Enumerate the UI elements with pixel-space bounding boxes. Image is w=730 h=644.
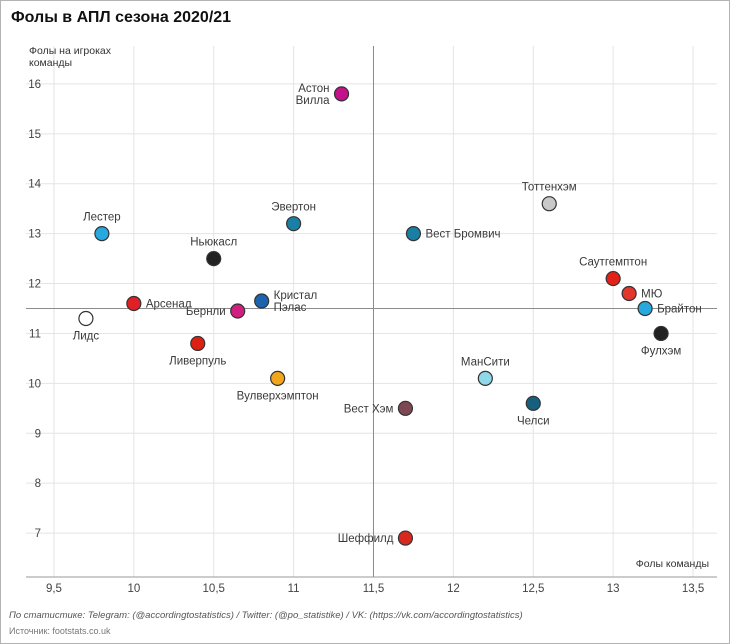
data-point-label-line: Лидс [73,330,100,342]
data-point-label-line: МанСити [461,356,510,368]
x-tick-label: 9,5 [46,583,62,595]
data-point-label: Вулверхэмптон [237,390,319,402]
data-point-dot [333,86,350,102]
data-point-label-line: Арсенал [146,299,192,311]
data-point-dot [270,370,286,386]
data-point-dot [254,293,270,309]
data-point-label: МанСити [461,356,510,368]
data-point-label-line: Астон [298,83,329,95]
data-point-dot [605,270,621,287]
data-point-label: Эвертон [271,202,316,214]
data-point-label-line: Брайтон [657,304,702,316]
data-point-dot [94,226,110,242]
y-tick-label: 14 [28,179,41,191]
y-tick-label: 10 [28,378,41,390]
data-point-label: Брайтон [657,304,702,316]
data-point-dot [190,335,206,352]
y-tick-label: 11 [29,328,41,340]
data-point-label-line: МЮ [641,289,663,301]
y-tick-label: 15 [28,129,41,141]
data-point-label-line: Шеффилд [338,533,394,545]
data-point-label: Вест Бромвич [425,229,500,241]
data-point-label: Лидс [73,330,100,342]
data-point-label-line: Пэлас [274,302,307,314]
y-tick-label: 13 [28,229,41,241]
data-point-label-line: Кристал [274,290,318,302]
data-point-label-line: Эвертон [271,202,316,214]
data-point-label-line: Саутгемптон [579,257,647,269]
x-tick-label: 13 [607,583,620,595]
data-point-label: Вест Хэм [344,403,394,415]
data-point-dot [78,310,94,327]
data-point-label: Лестер [83,212,121,224]
y-tick-label: 8 [35,478,41,490]
data-point-label: Саутгемптон [579,257,647,269]
data-point-label-line: Ливерпуль [169,355,226,367]
y-axis-label: Фолы на игроках команды [29,45,111,69]
data-point-label: Ливерпуль [169,355,226,367]
chart-title: Фолы в АПЛ сезона 2020/21 [11,9,232,26]
data-point-dot [621,285,637,302]
y-tick-label: 12 [28,279,41,291]
data-point-label-line: Ньюкасл [190,237,237,249]
x-tick-label: 12,5 [522,583,544,595]
x-axis-label: Фолы команды [635,558,709,570]
x-tick-label: 11,5 [363,583,385,595]
y-tick-label: 7 [35,528,41,540]
data-point-dot [525,395,541,411]
y-tick-label: 16 [28,79,41,91]
data-point-label: Арсенал [146,299,192,311]
data-point-label-line: Вест Бромвич [425,229,500,241]
x-tick-label: 10,5 [203,583,225,595]
y-axis-label-line1: Фолы на игроках [29,45,112,57]
data-point-dot [206,250,222,267]
data-point-label: Тоттенхэм [522,182,577,194]
data-point-label: Ньюкасл [190,237,237,249]
y-tick-label: 9 [35,428,41,440]
x-tick-label: 11 [288,583,300,595]
data-point-dot [126,295,142,312]
data-point-dot [477,370,493,386]
data-point-label: Шеффилд [338,533,394,545]
data-point-label: Кристал Пэлас [274,290,318,314]
data-point-dot [397,400,414,416]
x-tick-label: 10 [127,583,140,595]
data-point-label-line: Лестер [83,212,121,224]
data-point-label-line: Бернли [186,306,226,318]
data-point-label: Фулхэм [641,345,682,357]
y-axis-label-line2: команды [29,57,73,69]
data-point-label-line: Вулверхэмптон [237,390,319,402]
data-point-dot [397,530,414,546]
data-point-label-line: Челси [517,415,550,427]
data-point-dot [405,226,422,242]
data-point-label-line: Фулхэм [641,345,682,357]
data-point-dot [286,216,302,232]
data-point-dot [653,325,669,342]
data-point-label: МЮ [641,289,663,301]
data-point-label: Бернли [186,306,226,318]
data-point-dot [541,196,557,212]
data-point-dot [637,300,653,317]
data-point-label-line: Вест Хэм [344,403,394,415]
data-point-label: Челси [517,415,550,427]
x-tick-label: 13,5 [682,583,704,595]
data-point-label-line: Вилла [296,95,331,107]
data-point-label: Астон Вилла [296,83,331,107]
footer-credit: По статистике: Telegram: (@accordingtost… [9,610,523,621]
data-point-label-line: Тоттенхэм [522,182,577,194]
footer-source: Источник: footstats.co.uk [9,626,111,636]
data-point-dot [230,303,246,319]
x-tick-label: 12 [447,583,460,595]
